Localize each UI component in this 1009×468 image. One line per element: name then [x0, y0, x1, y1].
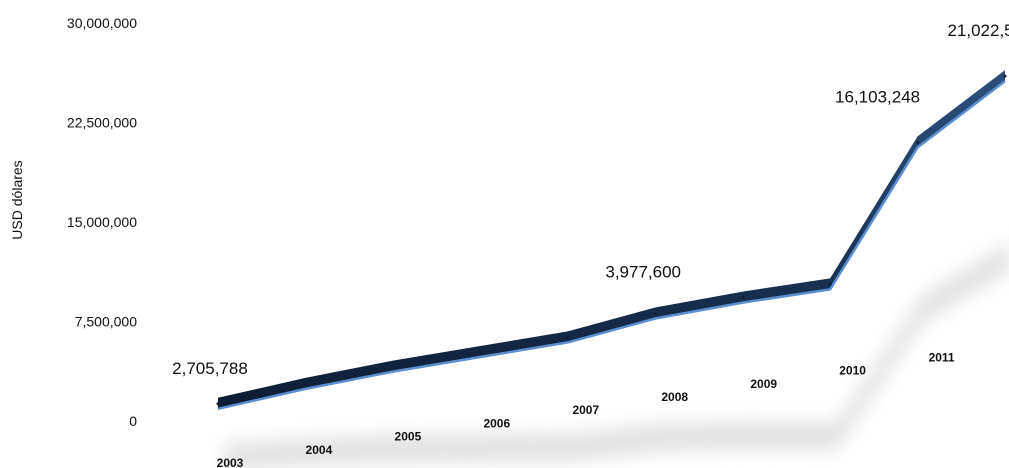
x-tick-label: 2009 — [750, 377, 777, 391]
y-axis: 30,000,000 22,500,000 15,000,000 7,500,000 0… — [9, 15, 137, 429]
data-point-2006 — [478, 350, 482, 354]
x-tick-label: 2010 — [839, 364, 866, 378]
data-point-2007 — [566, 335, 570, 339]
data-point-2011 — [916, 140, 920, 144]
x-tick-label: 2004 — [306, 443, 333, 457]
x-tick-label: 2007 — [572, 403, 599, 417]
ribbon-shadow-shape — [224, 243, 1009, 468]
y-tick-label: 7,500,000 — [75, 314, 137, 330]
data-point-2009 — [741, 296, 745, 300]
x-tick-label: 2005 — [395, 430, 422, 444]
x-tick-label: 2003 — [217, 456, 244, 468]
series-line — [216, 70, 1007, 411]
y-axis-title: USD dólares — [9, 160, 25, 239]
x-tick-label: 2008 — [661, 390, 688, 404]
x-tick-label: 2011 — [929, 350, 955, 364]
x-tick-label: 2006 — [483, 416, 510, 430]
data-point-2004 — [303, 382, 307, 386]
y-tick-label: 22,500,000 — [67, 115, 137, 131]
data-point-2010 — [828, 282, 832, 286]
data-label: 3,977,600 — [605, 263, 681, 282]
y-tick-label: 30,000,000 — [67, 15, 137, 31]
data-label: 21,022,563 — [947, 21, 1009, 40]
data-labels: 2,705,788 3,977,600 16,103,248 21,022,563 — [172, 21, 1009, 378]
series-line-edge — [217, 80, 1006, 411]
data-label: 16,103,248 — [835, 87, 920, 106]
data-point-2005 — [391, 365, 395, 369]
data-point-2012 — [1003, 74, 1007, 78]
y-tick-label: 15,000,000 — [67, 214, 137, 230]
data-label: 2,705,788 — [172, 359, 248, 378]
data-point-2008 — [653, 312, 657, 315]
ribbon-shadow — [224, 243, 1009, 468]
x-axis: 2003200420052006200720082009201020112012 — [217, 350, 955, 468]
y-tick-label: 0 — [129, 413, 137, 429]
data-point-2003 — [216, 402, 220, 406]
